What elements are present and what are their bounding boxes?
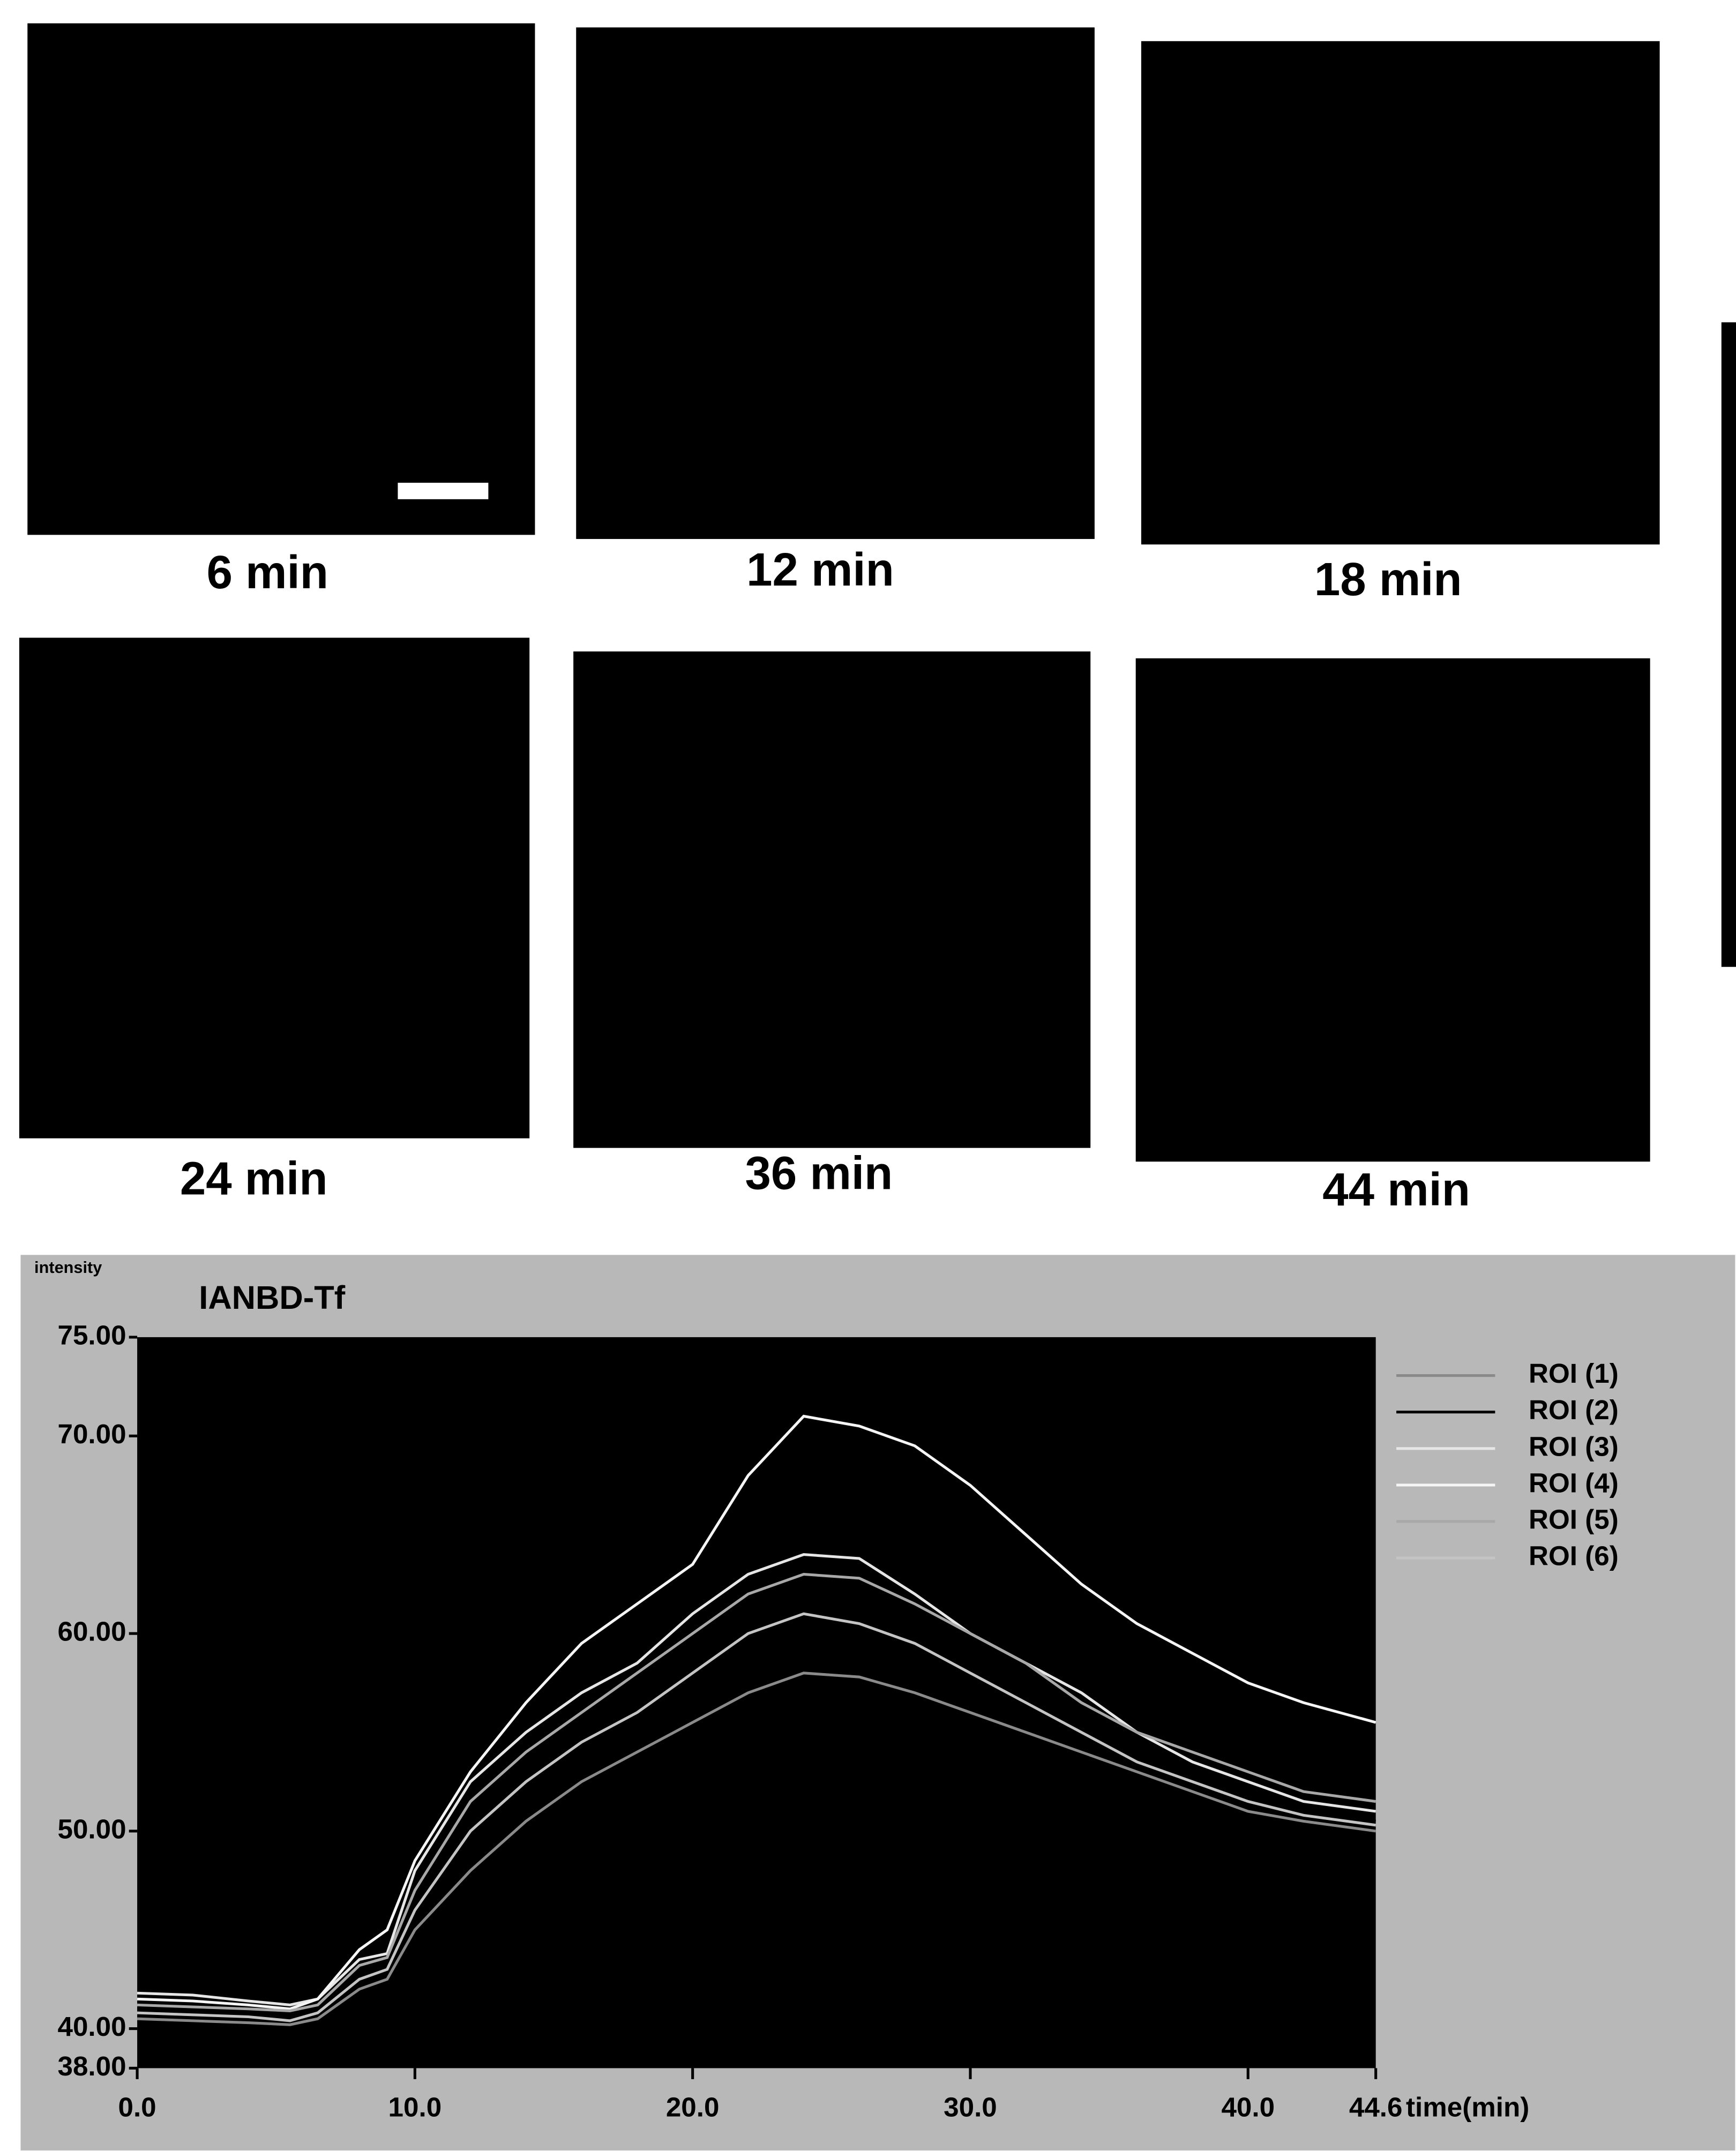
legend-label: ROI (4) — [1529, 1467, 1619, 1498]
image-panel — [19, 638, 529, 1138]
x-axis-label: time(min) — [1406, 2092, 1529, 2123]
scale-bar — [398, 483, 488, 499]
panel-label: 24 min — [180, 1153, 328, 1205]
panel-label: 12 min — [746, 544, 894, 596]
figure: 6 min 12 min 18 min 24 min 36 min 44 min inten… — [0, 0, 1736, 2151]
y-tick-label: 40.00 — [57, 2011, 126, 2042]
image-panel — [1141, 41, 1660, 544]
legend-label: ROI (6) — [1529, 1541, 1619, 1571]
legend-label: ROI (1) — [1529, 1358, 1619, 1389]
side-bar — [1722, 323, 1736, 967]
y-tick-label: 75.00 — [57, 1320, 126, 1350]
plot-area — [137, 1337, 1376, 2068]
panel-label: 6 min — [207, 546, 328, 598]
x-tick-label: 30.0 — [944, 2092, 997, 2123]
x-tick-label: 0.0 — [118, 2092, 156, 2123]
x-tick-label: 44.6 — [1349, 2092, 1403, 2123]
image-panel — [27, 24, 535, 535]
image-panel — [573, 651, 1090, 1148]
y-axis-label: intensity — [34, 1258, 102, 1277]
legend-label: ROI (3) — [1529, 1431, 1619, 1462]
legend-label: ROI (5) — [1529, 1504, 1619, 1535]
panel-label: 36 min — [745, 1147, 893, 1199]
y-tick-label: 50.00 — [57, 1813, 126, 1844]
x-tick-label: 10.0 — [388, 2092, 442, 2123]
chart-title: IANBD-Tf — [199, 1279, 345, 1316]
image-panel — [1136, 658, 1650, 1161]
x-tick-label: 40.0 — [1221, 2092, 1275, 2123]
image-panel — [576, 27, 1095, 539]
x-tick-label: 20.0 — [666, 2092, 720, 2123]
y-tick-label: 60.00 — [57, 1616, 126, 1647]
legend-label: ROI (2) — [1529, 1395, 1619, 1425]
y-tick-label: 70.00 — [57, 1419, 126, 1449]
panel-label: 44 min — [1322, 1164, 1470, 1216]
y-tick-label: 38.00 — [57, 2051, 126, 2081]
panel-label: 18 min — [1314, 553, 1462, 605]
